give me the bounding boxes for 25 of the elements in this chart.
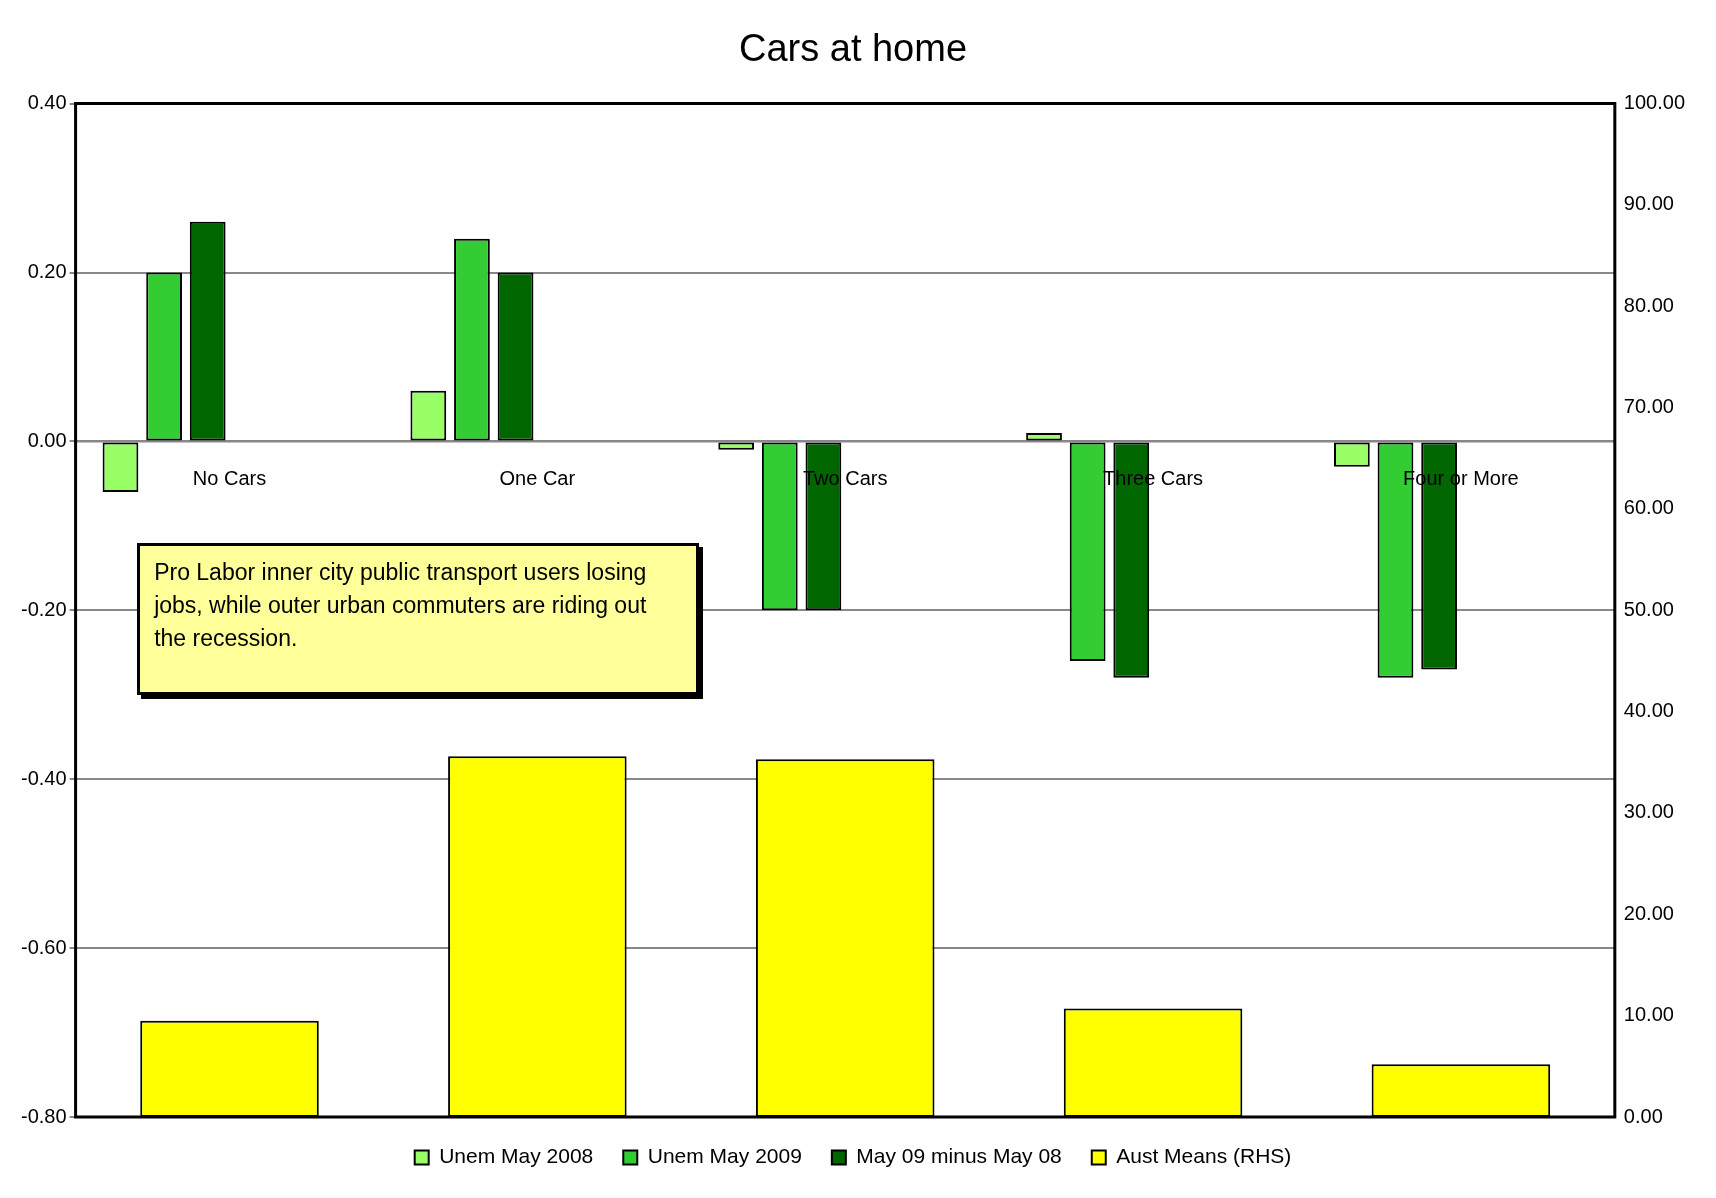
y2-tick-label: 100.00 <box>1623 91 1685 114</box>
y2-tick-label: 60.00 <box>1623 496 1674 519</box>
y-tick-label: -0.20 <box>20 597 67 620</box>
legend-label: Aust Means (RHS) <box>1116 1144 1292 1168</box>
legend-label: Unem May 2009 <box>647 1144 802 1168</box>
y2-tick-label: 30.00 <box>1623 800 1674 823</box>
y2-tick-label: 40.00 <box>1623 699 1674 722</box>
y2-tick-label: 50.00 <box>1623 597 1674 620</box>
x-tick-label: One Car <box>499 466 576 489</box>
y-tick-label: -0.40 <box>20 766 67 789</box>
y-tick-label: 0.20 <box>27 260 67 283</box>
legend-label: May 09 minus May 08 <box>856 1144 1062 1168</box>
y-tick-label: 0.00 <box>27 428 67 451</box>
y-tick-label: -0.60 <box>20 935 67 958</box>
legend-label: Unem May 2008 <box>439 1144 594 1168</box>
x-tick-label: No Cars <box>192 466 267 489</box>
chart-title: Cars at home <box>738 27 968 70</box>
y2-tick-label: 80.00 <box>1623 293 1674 316</box>
y-tick-label: 0.40 <box>27 91 67 114</box>
y2-tick-label: 10.00 <box>1623 1003 1674 1026</box>
y-tick-label: -0.80 <box>20 1104 67 1127</box>
y2-tick-label: 20.00 <box>1623 901 1674 924</box>
y2-tick-label: 90.00 <box>1623 192 1674 215</box>
y2-tick-label: 0.00 <box>1623 1104 1663 1127</box>
y2-tick-label: 70.00 <box>1623 395 1674 418</box>
